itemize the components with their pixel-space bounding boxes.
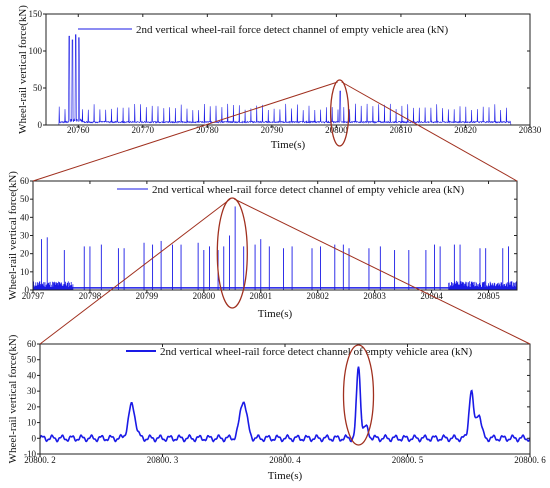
y-tick-label: 30 bbox=[20, 231, 30, 241]
chart-panel-2: 2079720798207992080020801208022080320804… bbox=[7, 171, 518, 320]
zoom-ellipse-1 bbox=[329, 79, 350, 147]
x-axis-label: Time(s) bbox=[271, 139, 306, 151]
y-tick-label: 50 bbox=[33, 83, 43, 93]
zoom-connector bbox=[32, 81, 338, 182]
x-tick-label: 20770 bbox=[132, 125, 155, 135]
legend-label: 2nd vertical wheel-rail force detect cha… bbox=[152, 184, 464, 196]
y-tick-label: 0 bbox=[32, 433, 37, 443]
y-tick-label: 50 bbox=[27, 355, 37, 365]
x-tick-label: 20805 bbox=[477, 291, 500, 301]
x-tick-label: 20800. 6 bbox=[514, 455, 546, 465]
x-tick-label: 20790 bbox=[261, 125, 284, 135]
chart-panel-3: 20800. 2 20800. 3 20800. 4 20800. 5 20800. 6… bbox=[7, 334, 546, 482]
y-tick-label: 10 bbox=[27, 418, 37, 428]
zoom-ellipse-3 bbox=[342, 344, 375, 446]
x-tick-label: 20802 bbox=[306, 291, 329, 301]
y-tick-label: 30 bbox=[27, 386, 37, 396]
y-axis-label: Wheel-rail vertical force(kN) bbox=[17, 5, 29, 134]
chart-panel-1: 20760 20770 20780 20790 20800 20810 20820 20830… bbox=[17, 5, 542, 151]
y-tick-label: 0 bbox=[25, 285, 30, 295]
series-line bbox=[46, 34, 530, 125]
y-tick-label: 150 bbox=[29, 9, 43, 19]
x-axis-label: Time(s) bbox=[268, 470, 303, 482]
x-tick-label: 20797 bbox=[22, 291, 45, 301]
x-tick-label: 20801 bbox=[250, 291, 273, 301]
x-tick-label: 20800. 2 bbox=[24, 455, 56, 465]
x-tick-label: 20800. 4 bbox=[269, 455, 301, 465]
series-line bbox=[40, 366, 530, 443]
baseline-band bbox=[448, 280, 517, 290]
x-tick-label: 20820 bbox=[454, 125, 477, 135]
x-tick-label: 20798 bbox=[79, 291, 102, 301]
x-tick-label: 20799 bbox=[136, 291, 159, 301]
x-tick-label: 20810 bbox=[390, 125, 413, 135]
y-tick-label: 40 bbox=[20, 212, 30, 222]
x-tick-label: 20760 bbox=[67, 125, 90, 135]
x-tick-label: 20803 bbox=[363, 291, 386, 301]
x-tick-label: 20830 bbox=[519, 125, 542, 135]
legend-label: 2nd vertical wheel-rail force detect cha… bbox=[136, 24, 448, 36]
zoom-connector bbox=[39, 198, 231, 345]
zoom-annotations bbox=[32, 79, 531, 446]
y-tick-label: 10 bbox=[20, 267, 30, 277]
x-tick-label: 20800 bbox=[193, 291, 216, 301]
x-tick-label: 20780 bbox=[196, 125, 219, 135]
zoom-connector bbox=[341, 81, 518, 182]
zoom-connector bbox=[234, 198, 531, 345]
y-tick-label: 20 bbox=[27, 402, 37, 412]
y-tick-label: 60 bbox=[20, 176, 30, 186]
x-tick-label: 20800. 5 bbox=[392, 455, 424, 465]
y-axis-label: Wheel-rail vertical force(kN) bbox=[7, 334, 19, 463]
legend-label: 2nd vertical wheel-rail force detect cha… bbox=[160, 346, 472, 358]
x-tick-label: 20800. 3 bbox=[147, 455, 179, 465]
plot-frame bbox=[32, 180, 518, 291]
plot-frame bbox=[45, 13, 531, 126]
x-tick-label: 20800 bbox=[325, 125, 348, 135]
y-tick-label: 0 bbox=[38, 120, 43, 130]
zoom-ellipse-2 bbox=[216, 197, 248, 309]
y-tick-label: 60 bbox=[27, 339, 37, 349]
y-tick-label: 20 bbox=[20, 249, 30, 259]
y-axis-label: Wheel-rail vertical force(kN) bbox=[7, 171, 19, 300]
y-tick-label: 50 bbox=[20, 194, 30, 204]
x-axis-label: Time(s) bbox=[258, 308, 293, 320]
y-tick-label: 40 bbox=[27, 370, 37, 380]
y-tick-label: 100 bbox=[29, 46, 43, 56]
y-tick-label: -10 bbox=[24, 449, 36, 459]
baseline-band bbox=[33, 281, 74, 290]
